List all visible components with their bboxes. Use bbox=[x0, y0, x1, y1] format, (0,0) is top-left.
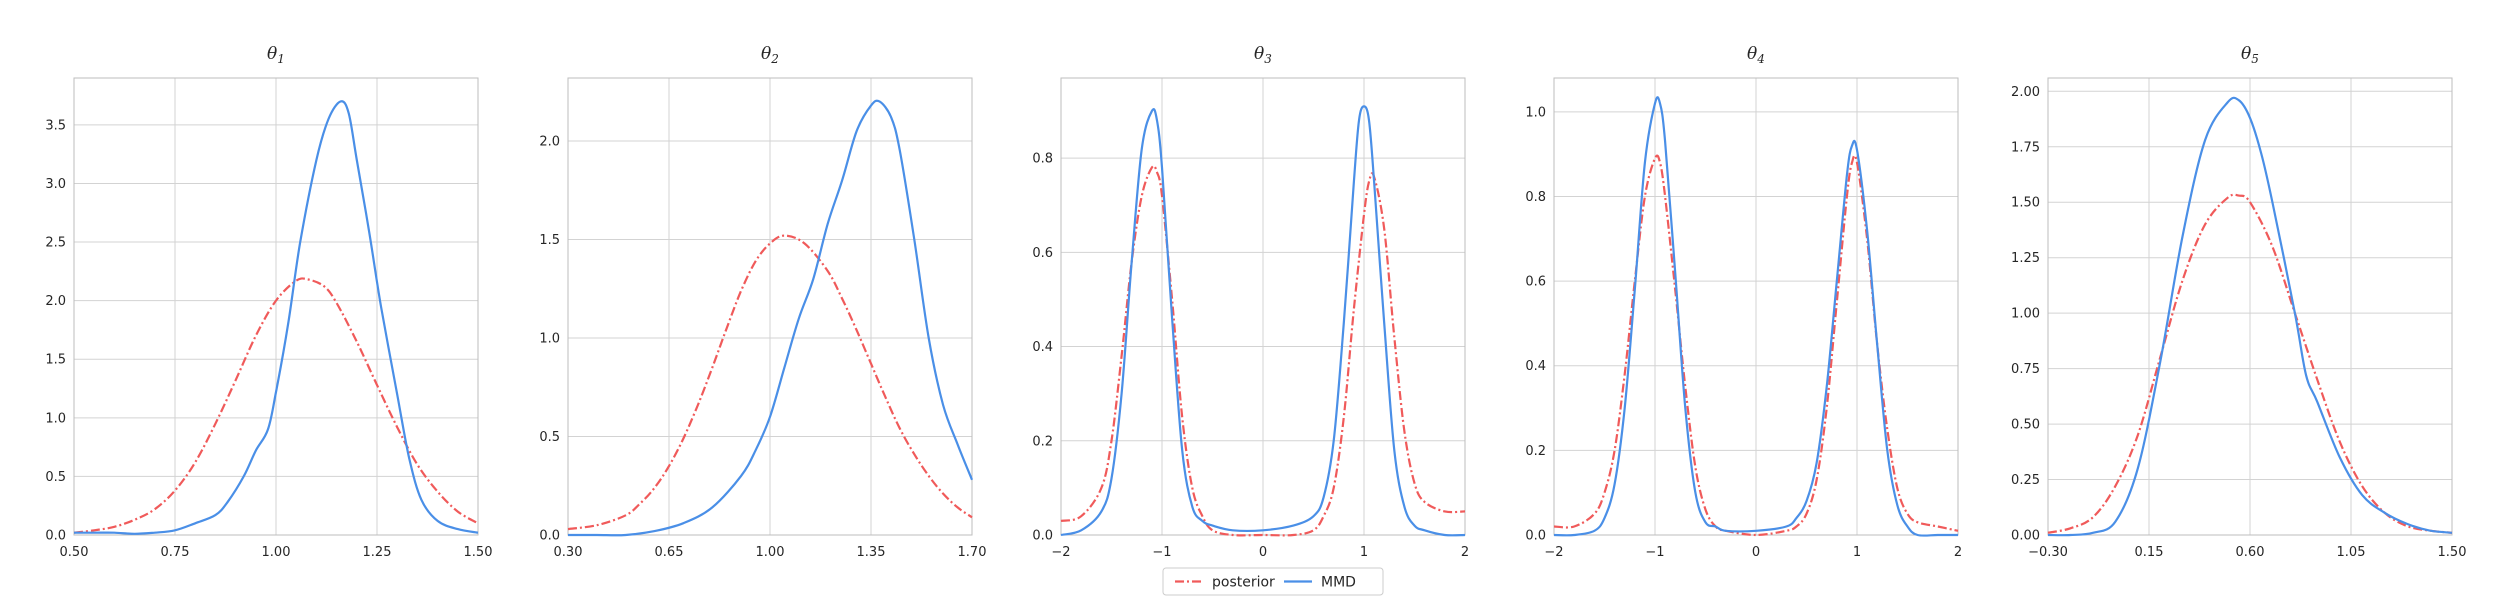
panel-title: θ3 bbox=[1254, 44, 1272, 66]
plot-frame bbox=[73, 77, 479, 536]
y-tick-label: 0.2 bbox=[1032, 434, 1053, 449]
y-tick-label: 1.5 bbox=[539, 233, 560, 248]
y-tick-label: 2.0 bbox=[45, 294, 66, 309]
x-tick-label: 1.25 bbox=[363, 545, 392, 560]
y-tick-label: 0.6 bbox=[1032, 246, 1053, 261]
chart-panels: 0.00.51.01.52.02.53.03.50.50 0.75 1.00 1.25… bbox=[45, 44, 2466, 560]
x-tick-label: 1.05 bbox=[2337, 545, 2366, 560]
chart-panel-2: 0.0 0.5 1.0 1.5 2.0 0.30 0.65 1.00 1.35 1.70 θ2 bbox=[539, 44, 986, 560]
x-tick-label: 0 bbox=[1259, 545, 1267, 560]
x-tick-label: 2 bbox=[1954, 545, 1962, 560]
y-tick-label: 0.8 bbox=[1032, 152, 1053, 167]
x-tick-label: −1 bbox=[1645, 545, 1664, 560]
series-line-posterior bbox=[1060, 164, 1466, 537]
y-tick-label: 0.75 bbox=[2011, 362, 2040, 377]
y-tick-label: 0.5 bbox=[45, 470, 66, 485]
x-tick-label: 1.35 bbox=[857, 545, 886, 560]
x-tick-label: 1.50 bbox=[464, 545, 493, 560]
y-tick-label: 2.0 bbox=[539, 135, 560, 150]
x-tick-label: 2 bbox=[1461, 545, 1469, 560]
plot-frame bbox=[1060, 77, 1466, 536]
plot-frame bbox=[2047, 77, 2453, 536]
y-tick-label: 0.8 bbox=[1525, 190, 1546, 205]
x-tick-label: 1 bbox=[1360, 545, 1368, 560]
series-line-mmd bbox=[1553, 96, 1958, 537]
y-tick-label: 0.6 bbox=[1525, 275, 1546, 290]
y-tick-label: 0.0 bbox=[1032, 529, 1053, 544]
legend-label-posterior: posterior bbox=[1212, 575, 1275, 591]
x-tick-label: 1 bbox=[1853, 545, 1861, 560]
x-tick-label: −2 bbox=[1544, 545, 1563, 560]
y-tick-label: 0.5 bbox=[539, 430, 560, 445]
y-tick-label: 2.5 bbox=[45, 236, 66, 251]
y-tick-label: 0.0 bbox=[1525, 529, 1546, 544]
x-tick-label: 0 bbox=[1752, 545, 1760, 560]
x-tick-label: 0.60 bbox=[2236, 545, 2265, 560]
panel-title: θ1 bbox=[267, 44, 285, 66]
y-tick-label: 0.0 bbox=[45, 529, 66, 544]
y-tick-label: 0.4 bbox=[1525, 359, 1546, 374]
y-tick-label: 0.25 bbox=[2011, 473, 2040, 488]
legend-label-mmd: MMD bbox=[1321, 575, 1356, 591]
x-tick-label: −2 bbox=[1051, 545, 1070, 560]
y-tick-label: 0.4 bbox=[1032, 340, 1053, 355]
legend-box bbox=[1162, 567, 1384, 596]
y-tick-label: 0.2 bbox=[1525, 444, 1546, 459]
x-tick-label: 1.50 bbox=[2438, 545, 2467, 560]
x-tick-label: 1.00 bbox=[756, 545, 785, 560]
y-tick-label: 0.50 bbox=[2011, 418, 2040, 433]
y-tick-label: 1.0 bbox=[539, 332, 560, 347]
y-tick-label: 3.5 bbox=[45, 118, 66, 133]
y-tick-label: 0.00 bbox=[2011, 529, 2040, 544]
x-tick-label: 0.50 bbox=[60, 545, 89, 560]
panel-title: θ2 bbox=[761, 44, 779, 66]
chart-panel-5: 0.00 0.25 0.50 0.75 1.00 1.25 1.50 1.75 2.00 −0.3… bbox=[2011, 44, 2466, 560]
x-tick-label: 0.65 bbox=[655, 545, 684, 560]
plot-frame bbox=[1553, 77, 1959, 536]
y-tick-label: 1.0 bbox=[1525, 105, 1546, 120]
y-tick-label: 1.50 bbox=[2011, 196, 2040, 211]
series-line-mmd bbox=[1060, 105, 1466, 537]
x-tick-label: 1.70 bbox=[958, 545, 987, 560]
chart-panel-4: 0.0 0.2 0.4 0.6 0.8 1.0 −2 −1 0 1 2 θ4 bbox=[1525, 44, 1962, 560]
y-tick-label: 1.25 bbox=[2011, 251, 2040, 266]
series-line-mmd bbox=[74, 100, 479, 535]
series-line-mmd bbox=[2047, 96, 2453, 537]
y-tick-label: 1.00 bbox=[2011, 307, 2040, 322]
series-line-posterior bbox=[567, 234, 973, 531]
x-tick-label: −0.30 bbox=[2028, 545, 2068, 560]
x-tick-label: 0.15 bbox=[2135, 545, 2164, 560]
chart-panel-3: 0.0 0.2 0.4 0.6 0.8 −2 −1 0 1 2 θ3 bbox=[1032, 44, 1469, 560]
x-tick-label: 0.30 bbox=[554, 545, 583, 560]
x-tick-label: 0.75 bbox=[161, 545, 190, 560]
panel-title: θ5 bbox=[2241, 44, 2259, 66]
y-tick-label: 1.75 bbox=[2011, 140, 2040, 155]
y-tick-label: 3.0 bbox=[45, 177, 66, 192]
legend: posterior MMD bbox=[1162, 567, 1384, 596]
series-line-mmd bbox=[568, 99, 974, 537]
y-tick-label: 2.00 bbox=[2011, 85, 2040, 100]
y-tick-label: 1.0 bbox=[45, 411, 66, 426]
panel-title: θ4 bbox=[1747, 44, 1765, 66]
y-tick-label: 0.0 bbox=[539, 529, 560, 544]
x-tick-label: −1 bbox=[1152, 545, 1171, 560]
chart-panel-1: 0.0 0.5 1.0 1.5 2.0 2.5 3.0 3.5 0.50 0.75 1.00 1.25… bbox=[45, 44, 492, 560]
x-tick-label: 1.00 bbox=[262, 545, 291, 560]
y-tick-label: 1.5 bbox=[45, 353, 66, 368]
plot-frame bbox=[567, 77, 973, 536]
